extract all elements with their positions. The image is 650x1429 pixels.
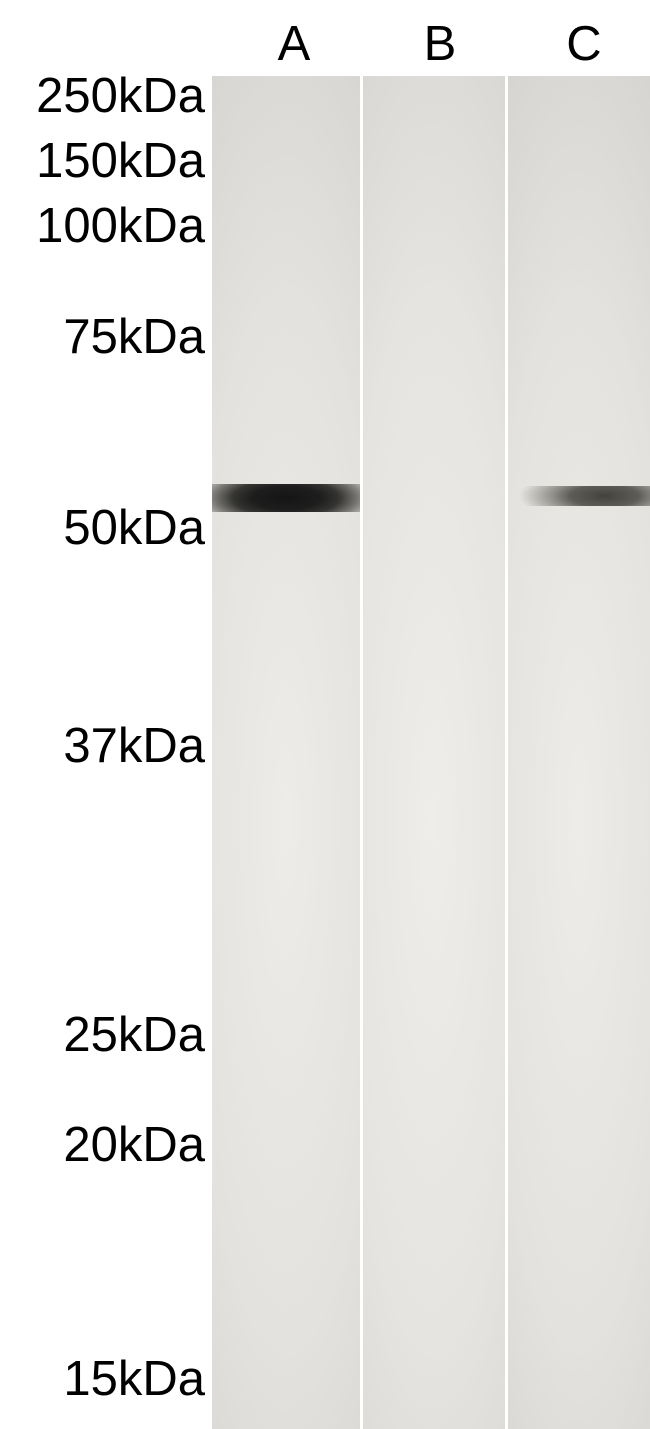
- mw-label-150: 150kDa: [36, 133, 205, 189]
- lane-label-b: B: [424, 16, 457, 72]
- lane-label-c: C: [566, 16, 601, 72]
- lane-b: [363, 76, 505, 1429]
- western-blot-figure: A B C 250kDa 150kDa 100kDa 75kDa 50kDa 3…: [0, 0, 650, 1429]
- mw-label-15: 15kDa: [63, 1351, 205, 1407]
- blot-lanes: [212, 76, 650, 1429]
- mw-label-20: 20kDa: [63, 1117, 205, 1173]
- mw-label-100: 100kDa: [36, 198, 205, 254]
- mw-label-250: 250kDa: [36, 68, 205, 124]
- lane-a-band: [212, 484, 360, 512]
- mw-label-50: 50kDa: [63, 500, 205, 556]
- mw-label-37: 37kDa: [63, 718, 205, 774]
- lane-a: [212, 76, 360, 1429]
- lane-label-a: A: [278, 16, 311, 72]
- lane-c: [508, 76, 650, 1429]
- mw-label-25: 25kDa: [63, 1007, 205, 1063]
- lane-c-band: [508, 486, 650, 506]
- mw-label-75: 75kDa: [63, 309, 205, 365]
